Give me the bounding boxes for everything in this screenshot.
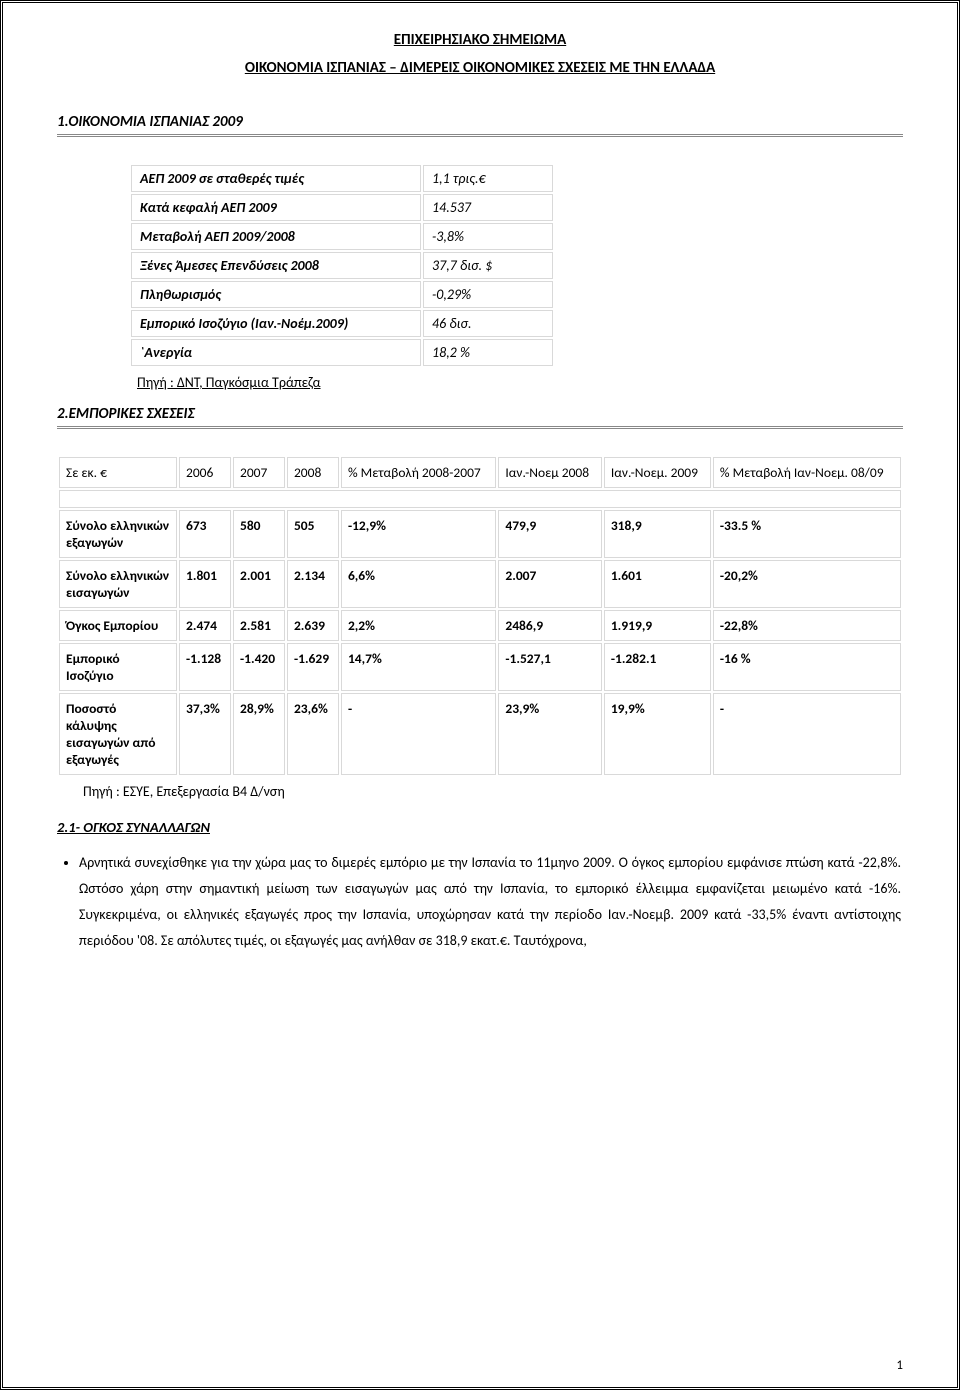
cell: 673	[179, 510, 231, 558]
table-row: Σύνολο ελληνικών εξαγωγών 673 580 505 -1…	[59, 510, 901, 558]
cell: 2.134	[287, 560, 339, 608]
document-page: ΕΠΙΧΕΙΡΗΣΙΑΚΟ ΣΗΜΕΙΩΜΑ ΟΙΚΟΝΟΜΙΑ ΙΣΠΑΝΙΑ…	[0, 0, 960, 1390]
cell: 1.601	[604, 560, 711, 608]
cell: 2,2%	[341, 610, 496, 641]
cell: 28,9%	[233, 693, 285, 775]
metric-label: Μεταβολή ΑΕΠ 2009/2008	[131, 223, 421, 250]
section-2-1-heading: 2.1- ΟΓΚΟΣ ΣΥΝΑΛΛΑΓΩΝ	[57, 818, 903, 836]
cell: 2.001	[233, 560, 285, 608]
cell: 37,3%	[179, 693, 231, 775]
metric-value: -0,29%	[423, 281, 553, 308]
table-row: Εμπορικό Ισοζύγιο (Ιαν.-Νοέμ.2009)46 δισ…	[131, 310, 553, 337]
section-1-heading: 1.ΟΙΚΟΝΟΜΙΑ ΙΣΠΑΝΙΑΣ 2009	[57, 113, 903, 131]
table2-source: Πηγή : ΕΣΥΕ, Επεξεργασία Β4 Δ/νση	[83, 783, 903, 800]
trade-table: Σε εκ. € 2006 2007 2008 % Μεταβολή 2008-…	[57, 455, 903, 777]
page-number: 1	[896, 1358, 903, 1373]
cell: -1.629	[287, 643, 339, 691]
row-label: Σύνολο ελληνικών εισαγωγών	[59, 560, 177, 608]
row-label: Όγκος Εμπορίου	[59, 610, 177, 641]
section-1-rule	[57, 134, 903, 137]
col-header: % Μεταβολή Ιαν-Νοεμ. 08/09	[713, 457, 901, 488]
cell: 479,9	[498, 510, 601, 558]
cell: 6,6%	[341, 560, 496, 608]
cell: 2.639	[287, 610, 339, 641]
metric-value: 14.537	[423, 194, 553, 221]
metric-label: `Ανεργία	[131, 339, 421, 366]
cell: 580	[233, 510, 285, 558]
table-row: Ξένες Άμεσες Επενδύσεις 200837,7 δισ. $	[131, 252, 553, 279]
cell: 23,9%	[498, 693, 601, 775]
doc-title: ΕΠΙΧΕΙΡΗΣΙΑΚΟ ΣΗΜΕΙΩΜΑ	[57, 31, 903, 49]
col-header: Ιαν.-Νοεμ. 2009	[604, 457, 711, 488]
cell: 2.581	[233, 610, 285, 641]
cell: 19,9%	[604, 693, 711, 775]
table-row: Όγκος Εμπορίου 2.474 2.581 2.639 2,2% 24…	[59, 610, 901, 641]
cell: 1.919,9	[604, 610, 711, 641]
table-row: Σύνολο ελληνικών εισαγωγών 1.801 2.001 2…	[59, 560, 901, 608]
cell: -	[341, 693, 496, 775]
row-label: Εμπορικό Ισοζύγιο	[59, 643, 177, 691]
economy-table-wrap: ΑΕΠ 2009 σε σταθερές τιμές1,1 τρις.€ Κατ…	[129, 163, 903, 368]
cell: 2.007	[498, 560, 601, 608]
col-header: Ιαν.-Νοεμ 2008	[498, 457, 601, 488]
table-header-row: Σε εκ. € 2006 2007 2008 % Μεταβολή 2008-…	[59, 457, 901, 488]
section-2-heading: 2.ΕΜΠΟΡΙΚΕΣ ΣΧΕΣΕΙΣ	[57, 405, 903, 423]
cell: -12,9%	[341, 510, 496, 558]
cell: -33.5 %	[713, 510, 901, 558]
cell: -1.527,1	[498, 643, 601, 691]
metric-value: 46 δισ.	[423, 310, 553, 337]
table-row: Εμπορικό Ισοζύγιο -1.128 -1.420 -1.629 1…	[59, 643, 901, 691]
metric-label: Πληθωρισμός	[131, 281, 421, 308]
cell: 2486,9	[498, 610, 601, 641]
row-label: Σύνολο ελληνικών εξαγωγών	[59, 510, 177, 558]
cell: -22,8%	[713, 610, 901, 641]
metric-label: Ξένες Άμεσες Επενδύσεις 2008	[131, 252, 421, 279]
metric-value: -3,8%	[423, 223, 553, 250]
table-row: Ποσοστό κάλυψης εισαγωγών από εξαγωγές 3…	[59, 693, 901, 775]
table-row: Πληθωρισμός-0,29%	[131, 281, 553, 308]
cell: -1.128	[179, 643, 231, 691]
doc-subtitle: ΟΙΚΟΝΟΜΙΑ ΙΣΠΑΝΙΑΣ – ΔΙΜΕΡΕΙΣ ΟΙΚΟΝΟΜΙΚΕ…	[57, 59, 903, 77]
spacer-row	[59, 490, 901, 508]
metric-value: 37,7 δισ. $	[423, 252, 553, 279]
cell: 23,6%	[287, 693, 339, 775]
col-header: 2007	[233, 457, 285, 488]
table-row: Μεταβολή ΑΕΠ 2009/2008-3,8%	[131, 223, 553, 250]
row-label: Ποσοστό κάλυψης εισαγωγών από εξαγωγές	[59, 693, 177, 775]
cell: -1.420	[233, 643, 285, 691]
cell: 1.801	[179, 560, 231, 608]
cell: 2.474	[179, 610, 231, 641]
col-header: Σε εκ. €	[59, 457, 177, 488]
cell: 505	[287, 510, 339, 558]
cell: -20,2%	[713, 560, 901, 608]
bullet-item: Αρνητικά συνεχίσθηκε για την χώρα μας το…	[79, 850, 903, 954]
table1-source: Πηγή : ΔΝΤ, Παγκόσμια Τράπεζα	[137, 374, 903, 391]
bullet-list: Αρνητικά συνεχίσθηκε για την χώρα μας το…	[79, 850, 903, 954]
col-header: 2006	[179, 457, 231, 488]
economy-table: ΑΕΠ 2009 σε σταθερές τιμές1,1 τρις.€ Κατ…	[129, 163, 555, 368]
cell: 14,7%	[341, 643, 496, 691]
cell: -	[713, 693, 901, 775]
cell: -1.282.1	[604, 643, 711, 691]
metric-label: Κατά κεφαλή ΑΕΠ 2009	[131, 194, 421, 221]
section-2-rule	[57, 426, 903, 429]
table-row: `Ανεργία18,2 %	[131, 339, 553, 366]
cell: 318,9	[604, 510, 711, 558]
metric-label: ΑΕΠ 2009 σε σταθερές τιμές	[131, 165, 421, 192]
table-row: ΑΕΠ 2009 σε σταθερές τιμές1,1 τρις.€	[131, 165, 553, 192]
table-row: Κατά κεφαλή ΑΕΠ 200914.537	[131, 194, 553, 221]
col-header: 2008	[287, 457, 339, 488]
col-header: % Μεταβολή 2008-2007	[341, 457, 496, 488]
metric-value: 1,1 τρις.€	[423, 165, 553, 192]
metric-label: Εμπορικό Ισοζύγιο (Ιαν.-Νοέμ.2009)	[131, 310, 421, 337]
cell: -16 %	[713, 643, 901, 691]
metric-value: 18,2 %	[423, 339, 553, 366]
